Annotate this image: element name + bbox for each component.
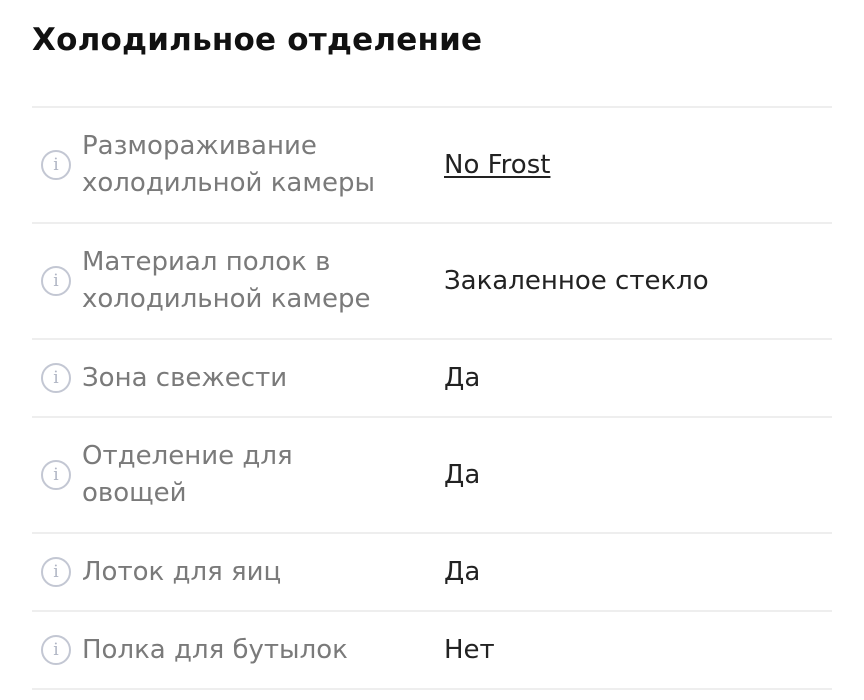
spec-row: i Материал полок в холодильной камере За… [32, 224, 832, 340]
spec-value: Да [444, 363, 481, 393]
spec-label: Лоток для яиц [82, 556, 282, 587]
info-icon[interactable]: i [41, 150, 71, 180]
info-icon[interactable]: i [41, 557, 71, 587]
section-title: Холодильное отделение [32, 22, 483, 58]
spec-value: Да [444, 460, 481, 490]
info-icon[interactable]: i [41, 635, 71, 665]
spec-value-link[interactable]: No Frost [444, 150, 551, 180]
spec-row: i Лоток для яиц Да [32, 534, 832, 612]
spec-value: Нет [444, 635, 495, 665]
spec-label: Отделение для овощей [82, 441, 293, 508]
spec-label: Полка для бутылок [82, 634, 348, 665]
spec-row: i Зона свежести Да [32, 340, 832, 418]
info-icon[interactable]: i [41, 363, 71, 393]
spec-row: i Отделение для овощей Да [32, 418, 832, 534]
spec-label: Материал полок в холодильной камере [82, 247, 371, 314]
spec-label: Размораживание холодильной камеры [82, 131, 375, 198]
spec-value: Да [444, 557, 481, 587]
spec-value: Закаленное стекло [444, 266, 709, 296]
spec-label: Зона свежести [82, 362, 288, 393]
info-icon[interactable]: i [41, 460, 71, 490]
spec-row: i Размораживание холодильной камеры No F… [32, 108, 832, 224]
specs-table: i Размораживание холодильной камеры No F… [32, 106, 832, 690]
info-icon[interactable]: i [41, 266, 71, 296]
spec-row: i Полка для бутылок Нет [32, 612, 832, 690]
